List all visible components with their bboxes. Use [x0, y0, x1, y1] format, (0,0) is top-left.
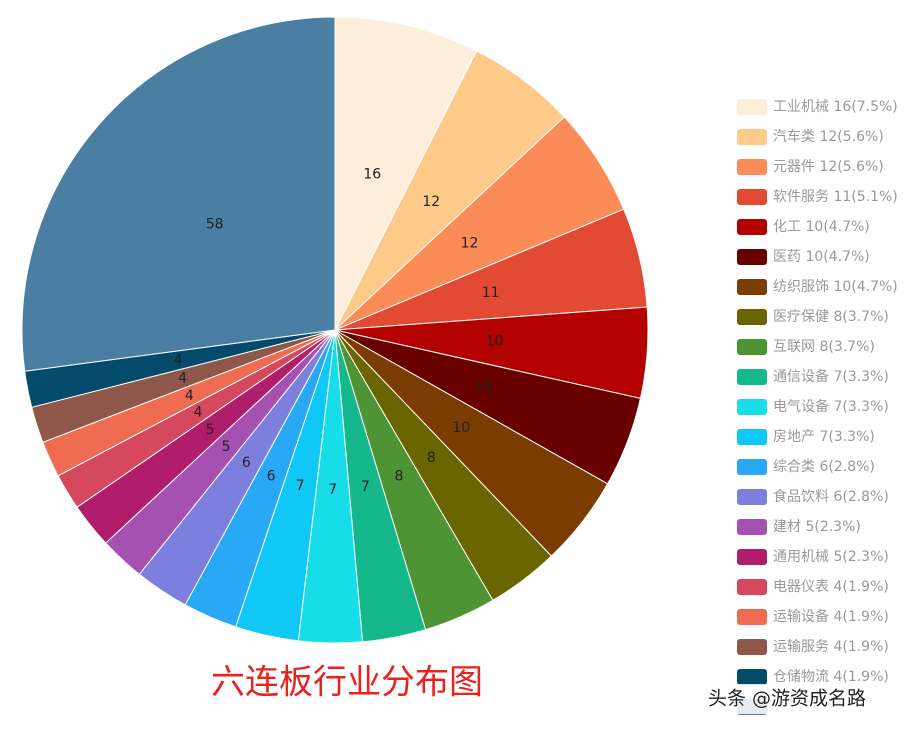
legend-swatch [737, 669, 767, 685]
legend-label: 房地产 7(3.3%) [773, 429, 875, 445]
slice-label: 4 [173, 352, 182, 368]
legend-label: 电气设备 7(3.3%) [773, 398, 889, 415]
legend-label: 综合类 6(2.8%) [773, 459, 875, 475]
legend-label: 元器件 12(5.6%) [773, 159, 884, 175]
legend-swatch [737, 429, 767, 445]
legend-swatch [737, 549, 767, 565]
slice-label: 6 [267, 469, 276, 485]
slice-label: 12 [422, 194, 440, 210]
slice-label: 5 [222, 439, 231, 455]
slice-label: 58 [206, 217, 224, 233]
legend-label: 运输服务 4(1.9%) [773, 639, 889, 655]
legend-swatch [737, 579, 767, 595]
legend-label: 通信设备 7(3.3%) [773, 368, 889, 385]
legend-label: 化工 10(4.7%) [773, 219, 870, 235]
legend-label: 软件服务 11(5.1%) [773, 189, 898, 205]
watermark-bg [700, 684, 921, 714]
legend-swatch [737, 459, 767, 475]
slice-label: 4 [185, 388, 194, 404]
legend-label: 运输设备 4(1.9%) [773, 608, 889, 625]
slice-label: 7 [361, 479, 370, 495]
pie-slice [334, 16, 478, 331]
slice-label: 16 [363, 166, 381, 182]
slice-label: 7 [296, 478, 305, 494]
slice-label: 10 [486, 334, 504, 350]
slice-label: 10 [475, 379, 493, 395]
legend-swatch [737, 249, 767, 265]
legend-swatch [737, 99, 767, 115]
legend-swatch [737, 519, 767, 535]
watermark: 头条 @游资成名路 [708, 688, 866, 710]
legend-label: 医药 10(4.7%) [773, 249, 870, 265]
slice-label: 11 [482, 285, 500, 301]
slice-label: 7 [328, 482, 337, 498]
legend-swatch [737, 189, 767, 205]
legend-swatch [737, 279, 767, 295]
legend-label: 通用机械 5(2.3%) [773, 549, 889, 565]
pie-slice [21, 16, 336, 372]
legend-label: 食品饮料 6(2.8%) [773, 488, 889, 505]
legend-swatch [737, 159, 767, 175]
legend-label: 建材 5(2.3%) [773, 519, 861, 535]
slice-label: 4 [178, 371, 187, 387]
legend-swatch [737, 489, 767, 505]
legend-label: 互联网 8(3.7%) [773, 339, 875, 355]
chart-title: 六连板行业分布图 [211, 663, 483, 703]
slice-label: 8 [427, 450, 436, 466]
slice-label: 6 [242, 455, 251, 471]
slice-label: 4 [194, 405, 203, 421]
legend-label: 电器仪表 4(1.9%) [773, 579, 889, 595]
slice-label: 10 [452, 420, 470, 436]
legend-swatch [737, 399, 767, 415]
legend-swatch [737, 369, 767, 385]
legend-swatch [737, 339, 767, 355]
slice-label: 5 [206, 422, 215, 438]
slice-label: 12 [461, 235, 479, 251]
legend-label: 工业机械 16(7.5%) [773, 99, 898, 115]
legend-swatch [737, 219, 767, 235]
legend-label: 纺织服饰 10(4.7%) [773, 279, 898, 295]
legend-label: 汽车类 12(5.6%) [773, 128, 884, 145]
legend-label: 医疗保健 8(3.7%) [773, 309, 889, 325]
legend-label: 仓储物流 4(1.9%) [773, 669, 889, 685]
legend-swatch [737, 639, 767, 655]
legend-swatch [737, 609, 767, 625]
slice-label: 8 [394, 469, 403, 485]
legend-swatch [737, 309, 767, 325]
legend-swatch [737, 129, 767, 145]
